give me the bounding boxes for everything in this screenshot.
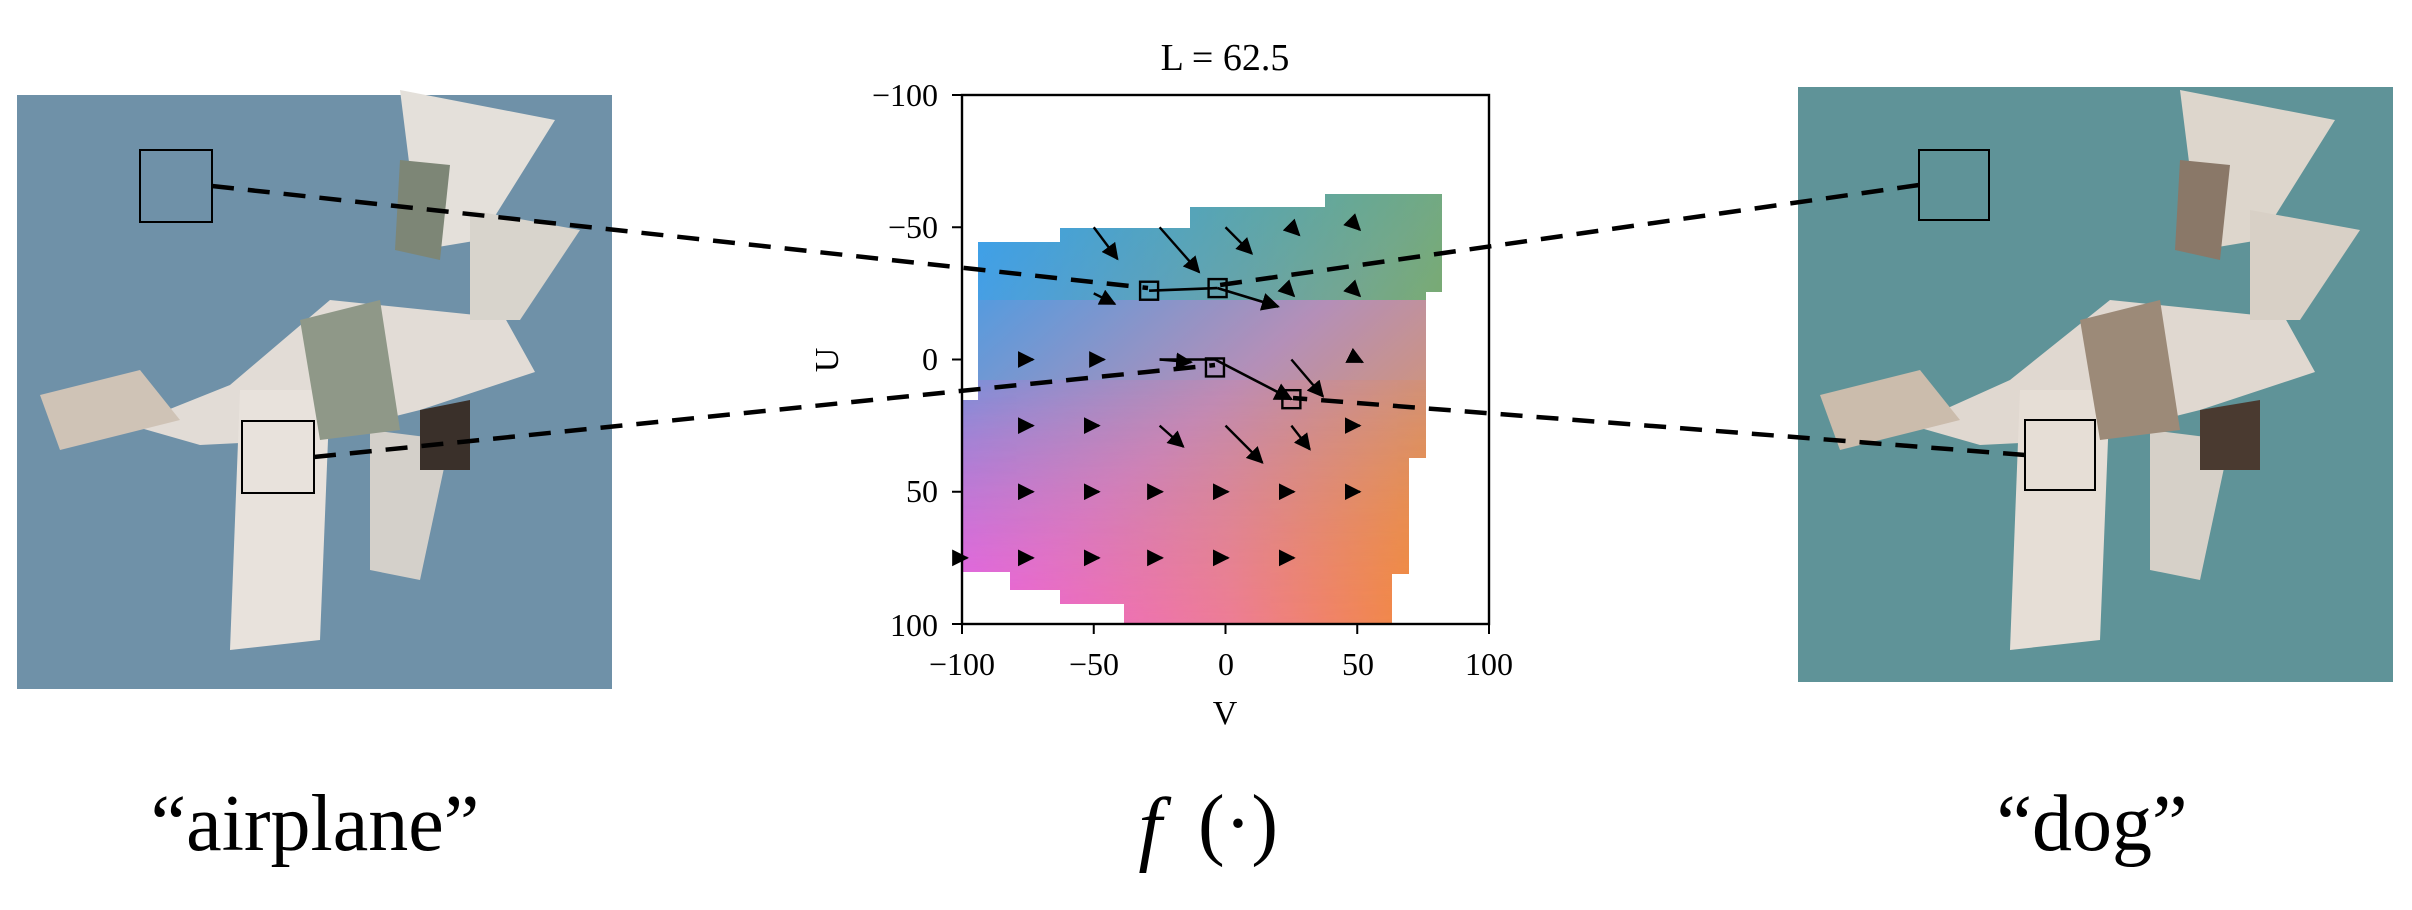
- field-arrow: [1158, 226, 1201, 274]
- caption-airplane: “airplane”: [151, 780, 480, 868]
- caption-dog: “dog”: [1996, 780, 2187, 868]
- trajectory-marker: [1204, 357, 1226, 378]
- plot-title: L = 62.5: [1161, 37, 1290, 79]
- connector-left-top: [211, 183, 1149, 291]
- trajectory-segment: [1149, 286, 1218, 293]
- caption-function: f (·): [1138, 780, 1278, 874]
- field-arrow: [1224, 424, 1264, 464]
- field-arrow: [1343, 213, 1362, 232]
- y-tick-label: −50: [888, 209, 938, 245]
- dog-image: [1798, 87, 2393, 682]
- connector-left-bottom: [313, 362, 1216, 460]
- color-field: [963, 194, 1442, 624]
- airplane-image: [17, 90, 612, 689]
- x-axis-label: V: [1213, 695, 1238, 732]
- field-arrow: [1277, 279, 1296, 298]
- tick-marks: [952, 94, 1490, 634]
- field-arrow: [1290, 358, 1325, 398]
- trajectory-segment: [1214, 358, 1293, 401]
- connector-right-bottom: [1292, 395, 2026, 458]
- trajectory-markers: [1138, 277, 1302, 410]
- y-tick-label: 0: [922, 341, 938, 377]
- x-tick-label: −100: [929, 646, 995, 682]
- field-arrow: [1343, 279, 1362, 298]
- caption-function-name: f: [1138, 781, 1172, 874]
- field-arrow: [1092, 226, 1119, 261]
- trajectory-marker: [1138, 280, 1160, 301]
- caption-function-arg: (·): [1198, 780, 1278, 868]
- x-tick-label: 50: [1342, 646, 1374, 682]
- field-arrow: [1224, 226, 1254, 255]
- x-tick-label: 0: [1218, 646, 1234, 682]
- vector-field-plot: L = 62.5 V U −100 −50 0 50 100 −100 −50 …: [809, 37, 1513, 732]
- right-plane: [1820, 90, 2360, 650]
- x-tick-label: 100: [1465, 646, 1513, 682]
- y-tick-label: 50: [906, 473, 938, 509]
- field-arrow: [1290, 424, 1311, 451]
- y-axis-label: U: [809, 348, 846, 373]
- field-arrow: [1345, 347, 1365, 364]
- trajectory-marker: [1207, 277, 1228, 299]
- y-tick-label: 100: [890, 607, 938, 643]
- x-tick-label: −50: [1069, 646, 1119, 682]
- field-arrow: [1093, 289, 1117, 306]
- field-arrows: [952, 213, 1365, 567]
- connector-right-top: [1219, 182, 1920, 288]
- dashed-connectors: [211, 182, 2026, 460]
- field-arrow: [1158, 424, 1185, 448]
- field-arrow: [1282, 218, 1301, 237]
- y-tick-label: −100: [872, 77, 938, 113]
